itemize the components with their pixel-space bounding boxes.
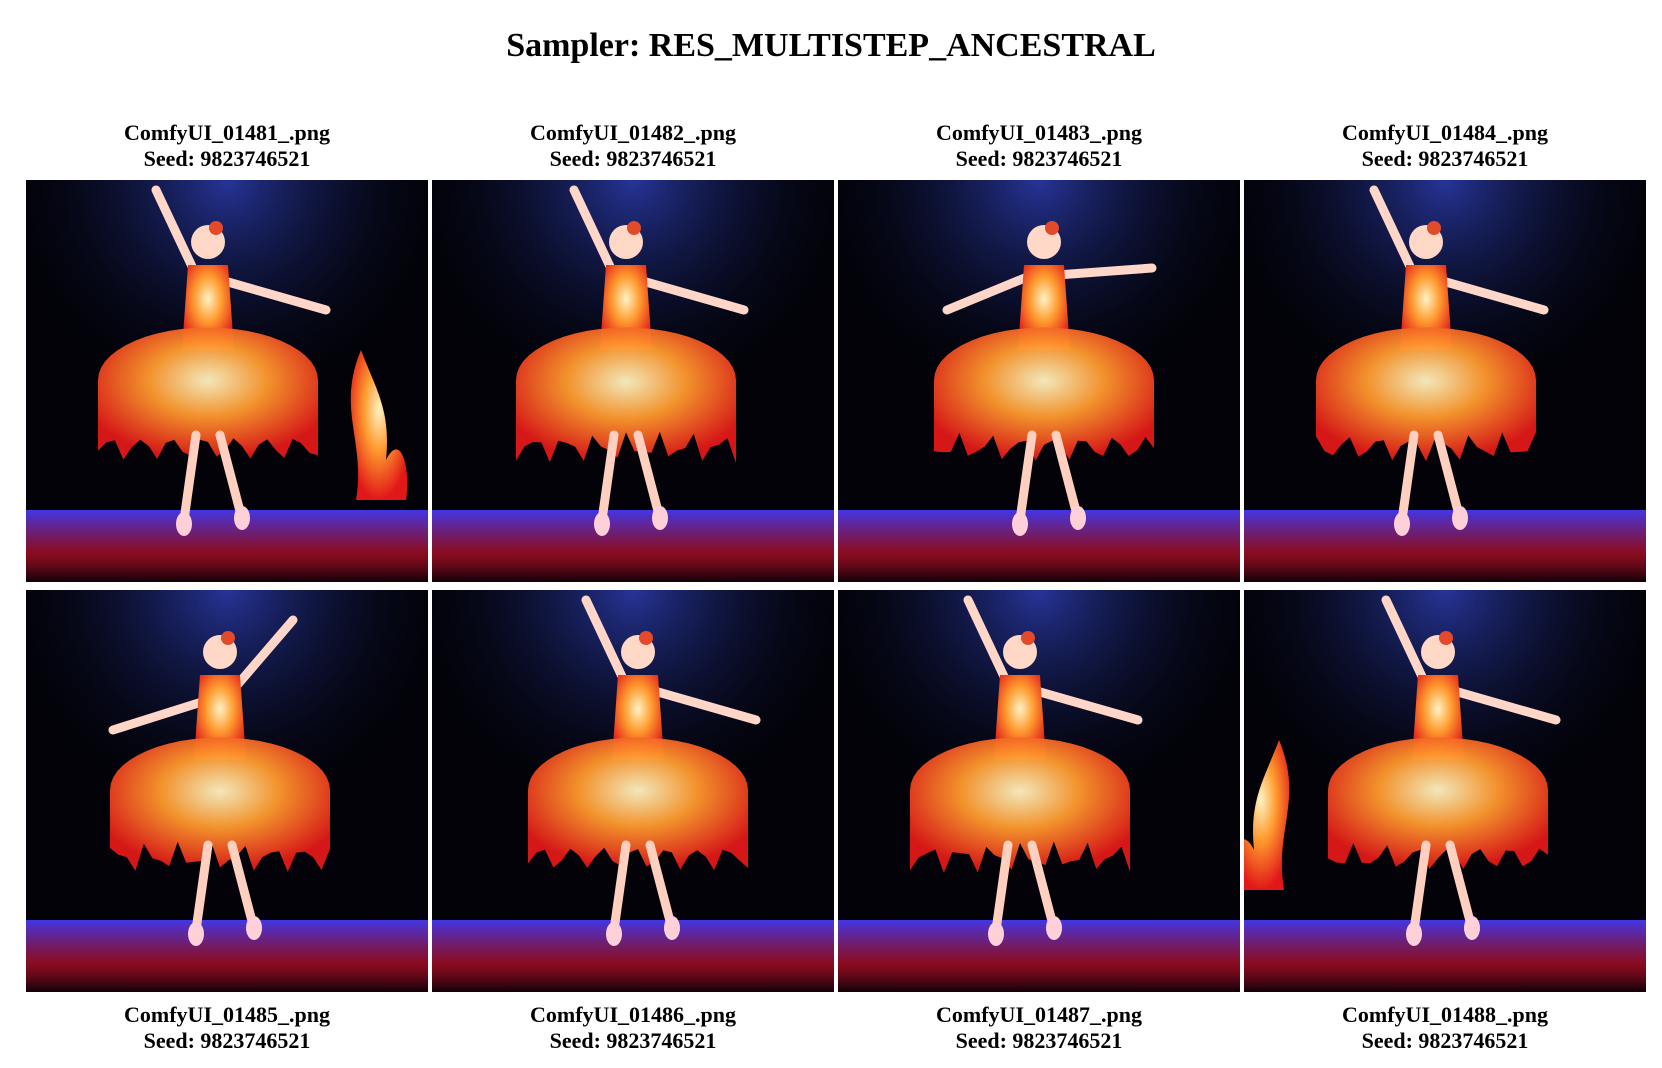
ballerina-image-tile[interactable] [432, 590, 834, 992]
ballerina-illustration [432, 180, 834, 582]
ballerina-illustration [838, 590, 1240, 992]
ballerina-image-tile[interactable] [432, 180, 834, 582]
image-filename: ComfyUI_01488_.png [1342, 1002, 1548, 1027]
page-title: Sampler: RES_MULTISTEP_ANCESTRAL [506, 27, 1156, 64]
image-caption: ComfyUI_01482_.png Seed: 9823746521 [432, 120, 834, 172]
image-seed: Seed: 9823746521 [955, 1028, 1123, 1053]
image-seed: Seed: 9823746521 [143, 1028, 311, 1053]
image-filename: ComfyUI_01483_.png [936, 120, 1142, 145]
image-seed: Seed: 9823746521 [549, 146, 717, 171]
ballerina-image-tile[interactable] [1244, 590, 1646, 992]
ballerina-image-tile[interactable] [26, 590, 428, 992]
image-filename: ComfyUI_01487_.png [936, 1002, 1142, 1027]
image-seed: Seed: 9823746521 [143, 146, 311, 171]
ballerina-image-tile[interactable] [26, 180, 428, 582]
ballerina-image-tile[interactable] [1244, 180, 1646, 582]
image-filename: ComfyUI_01482_.png [530, 120, 736, 145]
image-seed: Seed: 9823746521 [1361, 146, 1529, 171]
image-caption: ComfyUI_01486_.png Seed: 9823746521 [432, 1002, 834, 1054]
image-caption: ComfyUI_01481_.png Seed: 9823746521 [26, 120, 428, 172]
image-caption: ComfyUI_01488_.png Seed: 9823746521 [1244, 1002, 1646, 1054]
ballerina-illustration [26, 180, 428, 582]
ballerina-image-tile[interactable] [838, 590, 1240, 992]
ballerina-illustration [838, 180, 1240, 582]
image-filename: ComfyUI_01484_.png [1342, 120, 1548, 145]
image-caption: ComfyUI_01485_.png Seed: 9823746521 [26, 1002, 428, 1054]
ballerina-illustration [26, 590, 428, 992]
image-caption: ComfyUI_01483_.png Seed: 9823746521 [838, 120, 1240, 172]
image-seed: Seed: 9823746521 [549, 1028, 717, 1053]
ballerina-illustration [1244, 590, 1646, 992]
image-seed: Seed: 9823746521 [955, 146, 1123, 171]
image-seed: Seed: 9823746521 [1361, 1028, 1529, 1053]
image-filename: ComfyUI_01486_.png [530, 1002, 736, 1027]
ballerina-illustration [432, 590, 834, 992]
ballerina-illustration [1244, 180, 1646, 582]
image-caption: ComfyUI_01484_.png Seed: 9823746521 [1244, 120, 1646, 172]
ballerina-image-tile[interactable] [838, 180, 1240, 582]
image-filename: ComfyUI_01481_.png [124, 120, 330, 145]
image-filename: ComfyUI_01485_.png [124, 1002, 330, 1027]
image-caption: ComfyUI_01487_.png Seed: 9823746521 [838, 1002, 1240, 1054]
